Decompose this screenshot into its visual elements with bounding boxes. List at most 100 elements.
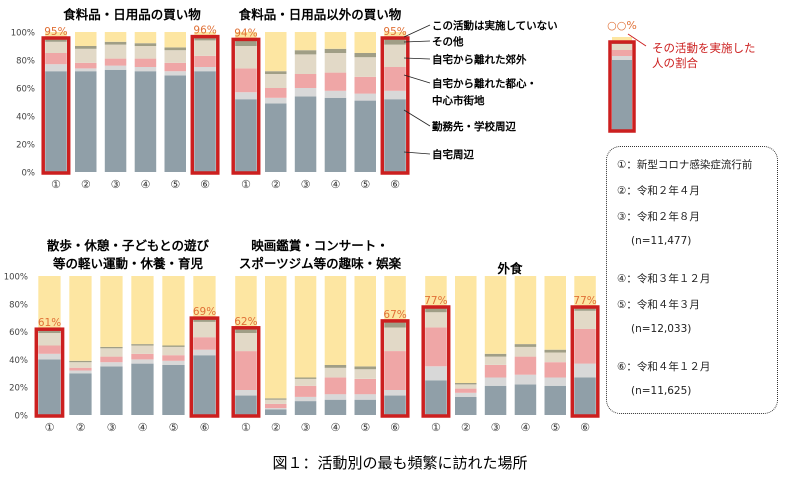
key-bar-segment [612,44,632,50]
key-bar-segment [612,56,632,60]
highlight-pct-label: 62% [234,316,257,328]
period-4: ④：令和３年１２月 [617,273,711,285]
bar-segment [45,41,67,53]
bar-segment [235,68,257,93]
bar-segment [484,385,507,415]
x-tick-label: ① [431,421,441,434]
x-tick-label: ② [76,421,86,434]
bar-segment [69,360,92,363]
bar-segment [384,351,406,390]
bar-segment [164,50,186,63]
period-n-3: (n=11,625) [631,385,692,397]
bar-segment [294,385,317,397]
bar-segment [265,276,287,399]
chart-title: 散歩・休憩・子どもとの遊び [47,238,210,253]
bar-segment [194,32,216,38]
bar-segment [164,62,186,72]
bar-segment [45,64,67,72]
highlight-frame [231,37,261,175]
bar-segment [194,40,216,56]
bar-segment [134,32,157,44]
bar-segment [193,337,216,350]
period-1: ①：新型コロナ感染症流行前 [617,159,753,171]
highlight-frame [189,316,220,418]
x-tick-label: ⑥ [580,421,590,434]
bar-segment [354,93,376,101]
bar-segment [544,362,566,378]
bar-segment [455,384,477,389]
bar-segment [384,327,406,351]
period-2: ②：令和２年４月 [617,185,700,197]
chart-title: 食料品・日用品の買い物 [62,7,201,22]
x-tick-label: ⑤ [360,178,370,191]
bar-segment [354,369,376,379]
highlight-frame [570,305,600,418]
bar-segment [235,32,257,41]
key-highlight-frame [608,40,636,133]
bar-segment [265,398,287,400]
period-n-2: (n=12,033) [631,323,692,335]
bar-segment [45,53,67,65]
bar-segment [384,99,406,172]
bar-segment [514,374,537,385]
x-tick-label: ③ [301,178,311,191]
bar-segment [294,96,317,172]
bar-segment [235,351,257,390]
bar-segment [294,50,317,55]
bar-segment [354,32,376,53]
bar-segment [38,353,61,360]
bar-segment [324,32,347,49]
x-tick-label: ② [461,421,471,434]
highlight-frame [190,34,220,175]
bar-segment [131,363,154,415]
bar-segment [235,328,257,333]
bar-segment [100,346,123,349]
bar-segment [294,74,317,88]
chart-title: 映画鑑賞・コンサート・ [251,238,389,253]
bar-segment [294,401,317,415]
bar-segment [265,409,287,415]
y-tick-label: 0% [22,169,36,179]
x-tick-label: ④ [520,421,530,434]
y-tick-label: 20% [16,141,35,151]
bar-segment [69,362,92,368]
bar-segment [324,48,347,53]
bar-segment [324,399,347,415]
highlight-pct-label: 95% [383,26,406,38]
highlight-frame [380,36,410,175]
highlight-frame [34,327,65,418]
bar-segment [69,373,92,415]
x-tick-label: ⑥ [200,178,210,191]
bar-segment [75,32,97,46]
bar-segment [384,276,406,322]
chart-title: 食料品・日用品以外の買い物 [238,7,402,22]
bar-segment [384,90,406,100]
bar-segment [265,71,287,74]
bar-segment [235,40,257,46]
bar-segment [455,383,477,385]
x-tick-label: ② [271,178,281,191]
bar-segment [131,344,154,346]
bar-segment [75,48,97,63]
y-tick-label: 60% [9,328,28,338]
key-text: 人の割合 [652,56,698,70]
bar-segment [544,377,566,386]
series-legend-label: この活動は実施していない [432,19,558,32]
bar-segment [193,321,216,338]
bar-segment [294,54,317,74]
bar-segment [104,58,127,66]
highlight-frame [421,305,451,418]
x-tick-label: ⑤ [360,421,370,434]
bar-segment [484,356,507,365]
bar-segment [45,39,67,42]
bar-segment [514,344,537,347]
highlight-frame [231,326,261,418]
bar-segment [484,276,507,354]
bar-segment [324,90,347,98]
bar-segment [294,32,317,51]
bar-segment [134,43,157,46]
bar-segment [265,97,287,104]
bar-segment [324,53,347,73]
bar-segment [104,32,127,42]
bar-segment [324,97,347,172]
